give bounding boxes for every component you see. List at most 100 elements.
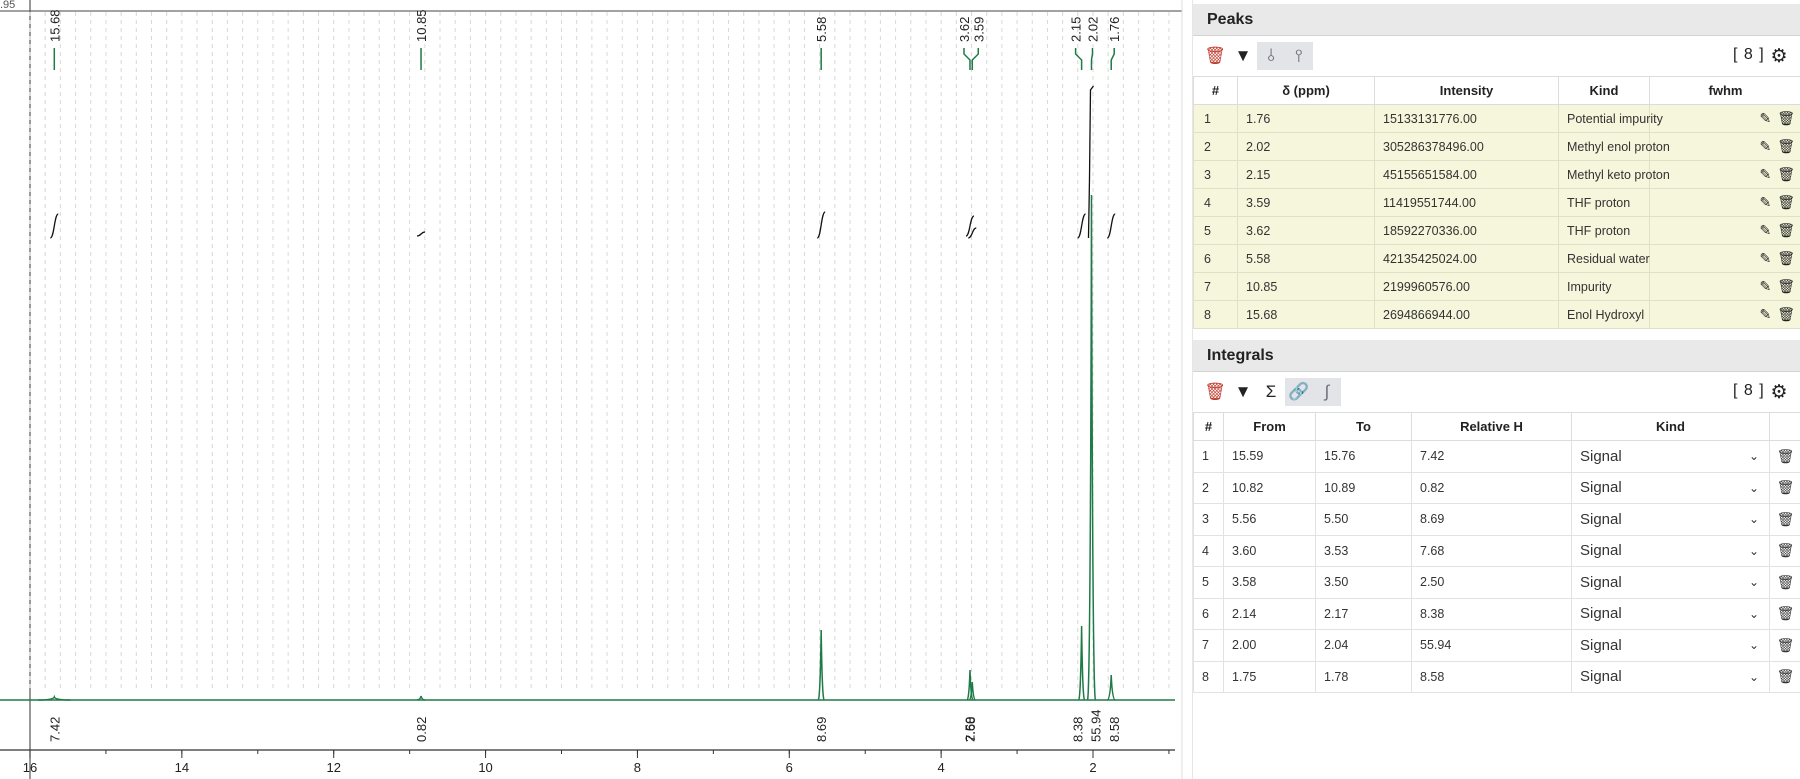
peak-row[interactable]: 6 5.58 42135425024.00 Residual water ✎ 🗑	[1193, 244, 1800, 273]
spectrum-plot[interactable]: .95 16 14 12 10 8 6 4 2 15.68 10.85 5.58 3.62 3.59 2.1…	[0, 0, 1190, 779]
peak-row[interactable]: 8 15.68 2694866944.00 Enol Hydroxyl ✎ 🗑	[1193, 300, 1800, 329]
integrals-delete-button[interactable]: 🗑	[1201, 378, 1229, 406]
integral-kind-select[interactable]: Signal ⌄	[1571, 629, 1770, 662]
edit-icon[interactable]: ✎	[1759, 278, 1772, 294]
integrals-link-button[interactable]: 🔗	[1285, 378, 1313, 406]
kind-dropdown[interactable]: Signal ⌄	[1580, 479, 1769, 496]
trash-icon[interactable]: 🗑	[1776, 636, 1795, 653]
trash-icon[interactable]: 🗑	[1777, 138, 1795, 154]
integral-kind-select[interactable]: Signal ⌄	[1571, 660, 1770, 693]
kind-dropdown[interactable]: Signal ⌄	[1580, 542, 1769, 559]
trash-icon[interactable]: 🗑	[1777, 278, 1795, 294]
integral-kind-select[interactable]: Signal ⌄	[1571, 597, 1770, 630]
integral-kind-select[interactable]: Signal ⌄	[1571, 440, 1770, 473]
spectrum-panel[interactable]: .95 16 14 12 10 8 6 4 2 15.68 10.85 5.58 3.62 3.59 2.1…	[0, 0, 1190, 779]
peaks-col-header[interactable]: δ (ppm)	[1237, 76, 1375, 105]
trash-icon[interactable]: 🗑	[1776, 479, 1795, 496]
peak-row[interactable]: 4 3.59 11419551744.00 THF proton ✎ 🗑	[1193, 188, 1800, 217]
integral-delete[interactable]: 🗑	[1769, 660, 1800, 693]
trash-icon[interactable]: 🗑	[1776, 668, 1795, 685]
integral-delete[interactable]: 🗑	[1769, 534, 1800, 567]
trash-icon[interactable]: 🗑	[1777, 166, 1795, 182]
peak-kind[interactable]: THF proton	[1558, 216, 1650, 245]
integral-row[interactable]: 1 15.59 15.76 7.42 Signal ⌄ 🗑	[1193, 440, 1800, 473]
peak-row[interactable]: 5 3.62 18592270336.00 THF proton ✎ 🗑	[1193, 216, 1800, 245]
edit-icon[interactable]: ✎	[1759, 194, 1772, 210]
edit-icon[interactable]: ✎	[1759, 306, 1772, 322]
trash-icon[interactable]: 🗑	[1776, 573, 1795, 590]
trash-icon[interactable]: 🗑	[1776, 542, 1795, 559]
kind-dropdown[interactable]: Signal ⌄	[1580, 574, 1769, 591]
edit-icon[interactable]: ✎	[1759, 138, 1772, 154]
peak-row[interactable]: 2 2.02 305286378496.00 Methyl enol proton ✎ 🗑	[1193, 132, 1800, 161]
peak-kind[interactable]: Residual water	[1558, 244, 1650, 273]
integral-relative[interactable]: 7.68	[1411, 534, 1572, 567]
integrals-header[interactable]: Integrals	[1193, 340, 1800, 372]
edit-icon[interactable]: ✎	[1759, 222, 1772, 238]
integral-delete[interactable]: 🗑	[1769, 597, 1800, 630]
trash-icon[interactable]: 🗑	[1776, 605, 1795, 622]
integral-relative[interactable]: 55.94	[1411, 629, 1572, 662]
integrals-col-header[interactable]: Relative H	[1411, 412, 1572, 441]
peaks-col-header[interactable]: Intensity	[1374, 76, 1559, 105]
kind-dropdown[interactable]: Signal ⌄	[1580, 668, 1769, 685]
peaks-delete-button[interactable]: 🗑	[1201, 42, 1229, 70]
integral-relative[interactable]: 8.58	[1411, 660, 1572, 693]
peaks-settings-button[interactable]: ⚙	[1765, 42, 1793, 70]
integral-row[interactable]: 6 2.14 2.17 8.38 Signal ⌄ 🗑	[1193, 597, 1800, 630]
peak-kind[interactable]: Potential impurity	[1558, 104, 1663, 133]
peaks-filter-button[interactable]: ▼	[1229, 42, 1257, 70]
integral-delete[interactable]: 🗑	[1769, 440, 1800, 473]
integral-delete[interactable]: 🗑	[1769, 471, 1800, 504]
integral-row[interactable]: 8 1.75 1.78 8.58 Signal ⌄ 🗑	[1193, 660, 1800, 693]
trash-icon[interactable]: 🗑	[1777, 306, 1795, 322]
integral-relative[interactable]: 0.82	[1411, 471, 1572, 504]
trash-icon[interactable]: 🗑	[1776, 510, 1795, 527]
peaks-col-header[interactable]: fwhm	[1649, 76, 1800, 105]
integral-row[interactable]: 2 10.82 10.89 0.82 Signal ⌄ 🗑	[1193, 471, 1800, 504]
kind-dropdown[interactable]: Signal ⌄	[1580, 511, 1769, 528]
integral-row[interactable]: 3 5.56 5.50 8.69 Signal ⌄ 🗑	[1193, 503, 1800, 536]
peak-kind[interactable]: Impurity	[1558, 272, 1650, 301]
integrals-sum-button[interactable]: Σ	[1257, 378, 1285, 406]
trash-icon[interactable]: 🗑	[1777, 250, 1795, 266]
integrals-filter-button[interactable]: ▼	[1229, 378, 1257, 406]
integral-kind-select[interactable]: Signal ⌄	[1571, 503, 1770, 536]
integral-kind-select[interactable]: Signal ⌄	[1571, 471, 1770, 504]
integral-relative[interactable]: 2.50	[1411, 566, 1572, 599]
integral-row[interactable]: 4 3.60 3.53 7.68 Signal ⌄ 🗑	[1193, 534, 1800, 567]
trash-icon[interactable]: 🗑	[1776, 447, 1795, 464]
edit-icon[interactable]: ✎	[1759, 250, 1772, 266]
integral-relative[interactable]: 8.38	[1411, 597, 1572, 630]
peak-row[interactable]: 1 1.76 15133131776.00 Potential impurity ✎ 🗑	[1193, 104, 1800, 133]
integrals-col-header[interactable]: To	[1315, 412, 1412, 441]
integral-row[interactable]: 5 3.58 3.50 2.50 Signal ⌄ 🗑	[1193, 566, 1800, 599]
integral-relative[interactable]: 8.69	[1411, 503, 1572, 536]
trash-icon[interactable]: 🗑	[1777, 222, 1795, 238]
peak-kind[interactable]: Enol Hydroxyl	[1558, 300, 1650, 329]
edit-icon[interactable]: ✎	[1759, 166, 1772, 182]
integral-delete[interactable]: 🗑	[1769, 629, 1800, 662]
integral-row[interactable]: 7 2.00 2.04 55.94 Signal ⌄ 🗑	[1193, 629, 1800, 662]
integrals-col-header[interactable]: #	[1193, 412, 1224, 441]
peaks-col-header[interactable]: #	[1193, 76, 1238, 105]
peak-row[interactable]: 3 2.15 45155651584.00 Methyl keto proton ✎ 🗑	[1193, 160, 1800, 189]
integrals-display-toggle[interactable]: ∫	[1313, 378, 1341, 406]
integral-kind-select[interactable]: Signal ⌄	[1571, 566, 1770, 599]
integral-delete[interactable]: 🗑	[1769, 503, 1800, 536]
peak-kind[interactable]: THF proton	[1558, 188, 1650, 217]
trash-icon[interactable]: 🗑	[1777, 194, 1795, 210]
kind-dropdown[interactable]: Signal ⌄	[1580, 448, 1769, 465]
integrals-col-header[interactable]: Kind	[1571, 412, 1770, 441]
peaks-col-header[interactable]: Kind	[1558, 76, 1650, 105]
integral-relative[interactable]: 7.42	[1411, 440, 1572, 473]
edit-icon[interactable]: ✎	[1759, 110, 1772, 126]
kind-dropdown[interactable]: Signal ⌄	[1580, 605, 1769, 622]
kind-dropdown[interactable]: Signal ⌄	[1580, 637, 1769, 654]
peaks-header[interactable]: Peaks	[1193, 4, 1800, 36]
integral-delete[interactable]: 🗑	[1769, 566, 1800, 599]
peak-kind[interactable]: Methyl keto proton	[1558, 160, 1670, 189]
peak-row[interactable]: 7 10.85 2199960576.00 Impurity ✎ 🗑	[1193, 272, 1800, 301]
integrals-col-header[interactable]: From	[1223, 412, 1316, 441]
trash-icon[interactable]: 🗑	[1777, 110, 1795, 126]
